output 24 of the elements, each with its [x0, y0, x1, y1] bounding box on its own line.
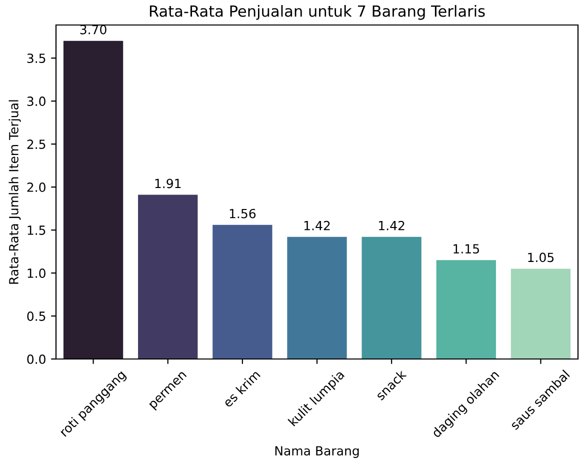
bar: [138, 194, 198, 359]
data-label: 1.56: [230, 208, 256, 218]
bar: [287, 236, 347, 359]
y-tick-label: 0.5: [27, 311, 46, 321]
data-label: 1.42: [379, 220, 404, 230]
chart-title: Rata-Rata Penjualan untuk 7 Barang Terlaris: [150, 5, 485, 20]
data-label: 1.42: [304, 220, 330, 230]
y-tick-label: 2.0: [27, 182, 46, 192]
bar: [436, 260, 496, 359]
x-axis-title: Nama Barang: [275, 446, 359, 458]
y-tick-label: 2.5: [27, 140, 46, 149]
data-label: 1.15: [454, 244, 479, 254]
data-label: 1.05: [528, 252, 554, 262]
y-tick-label: 1.0: [28, 268, 46, 278]
data-label: 1.91: [155, 178, 181, 188]
y-tick-label: 3.0: [27, 96, 46, 106]
y-axis-title: Rata-Rata Jumlah Item Terjual: [8, 100, 21, 284]
y-tick-label: 3.5: [27, 54, 46, 64]
bar: [362, 236, 422, 359]
bar: [212, 224, 272, 359]
y-tick-label: 0.0: [27, 354, 46, 364]
bar: [63, 40, 124, 359]
bar: [510, 268, 571, 359]
y-tick-label: 1.5: [28, 226, 46, 235]
